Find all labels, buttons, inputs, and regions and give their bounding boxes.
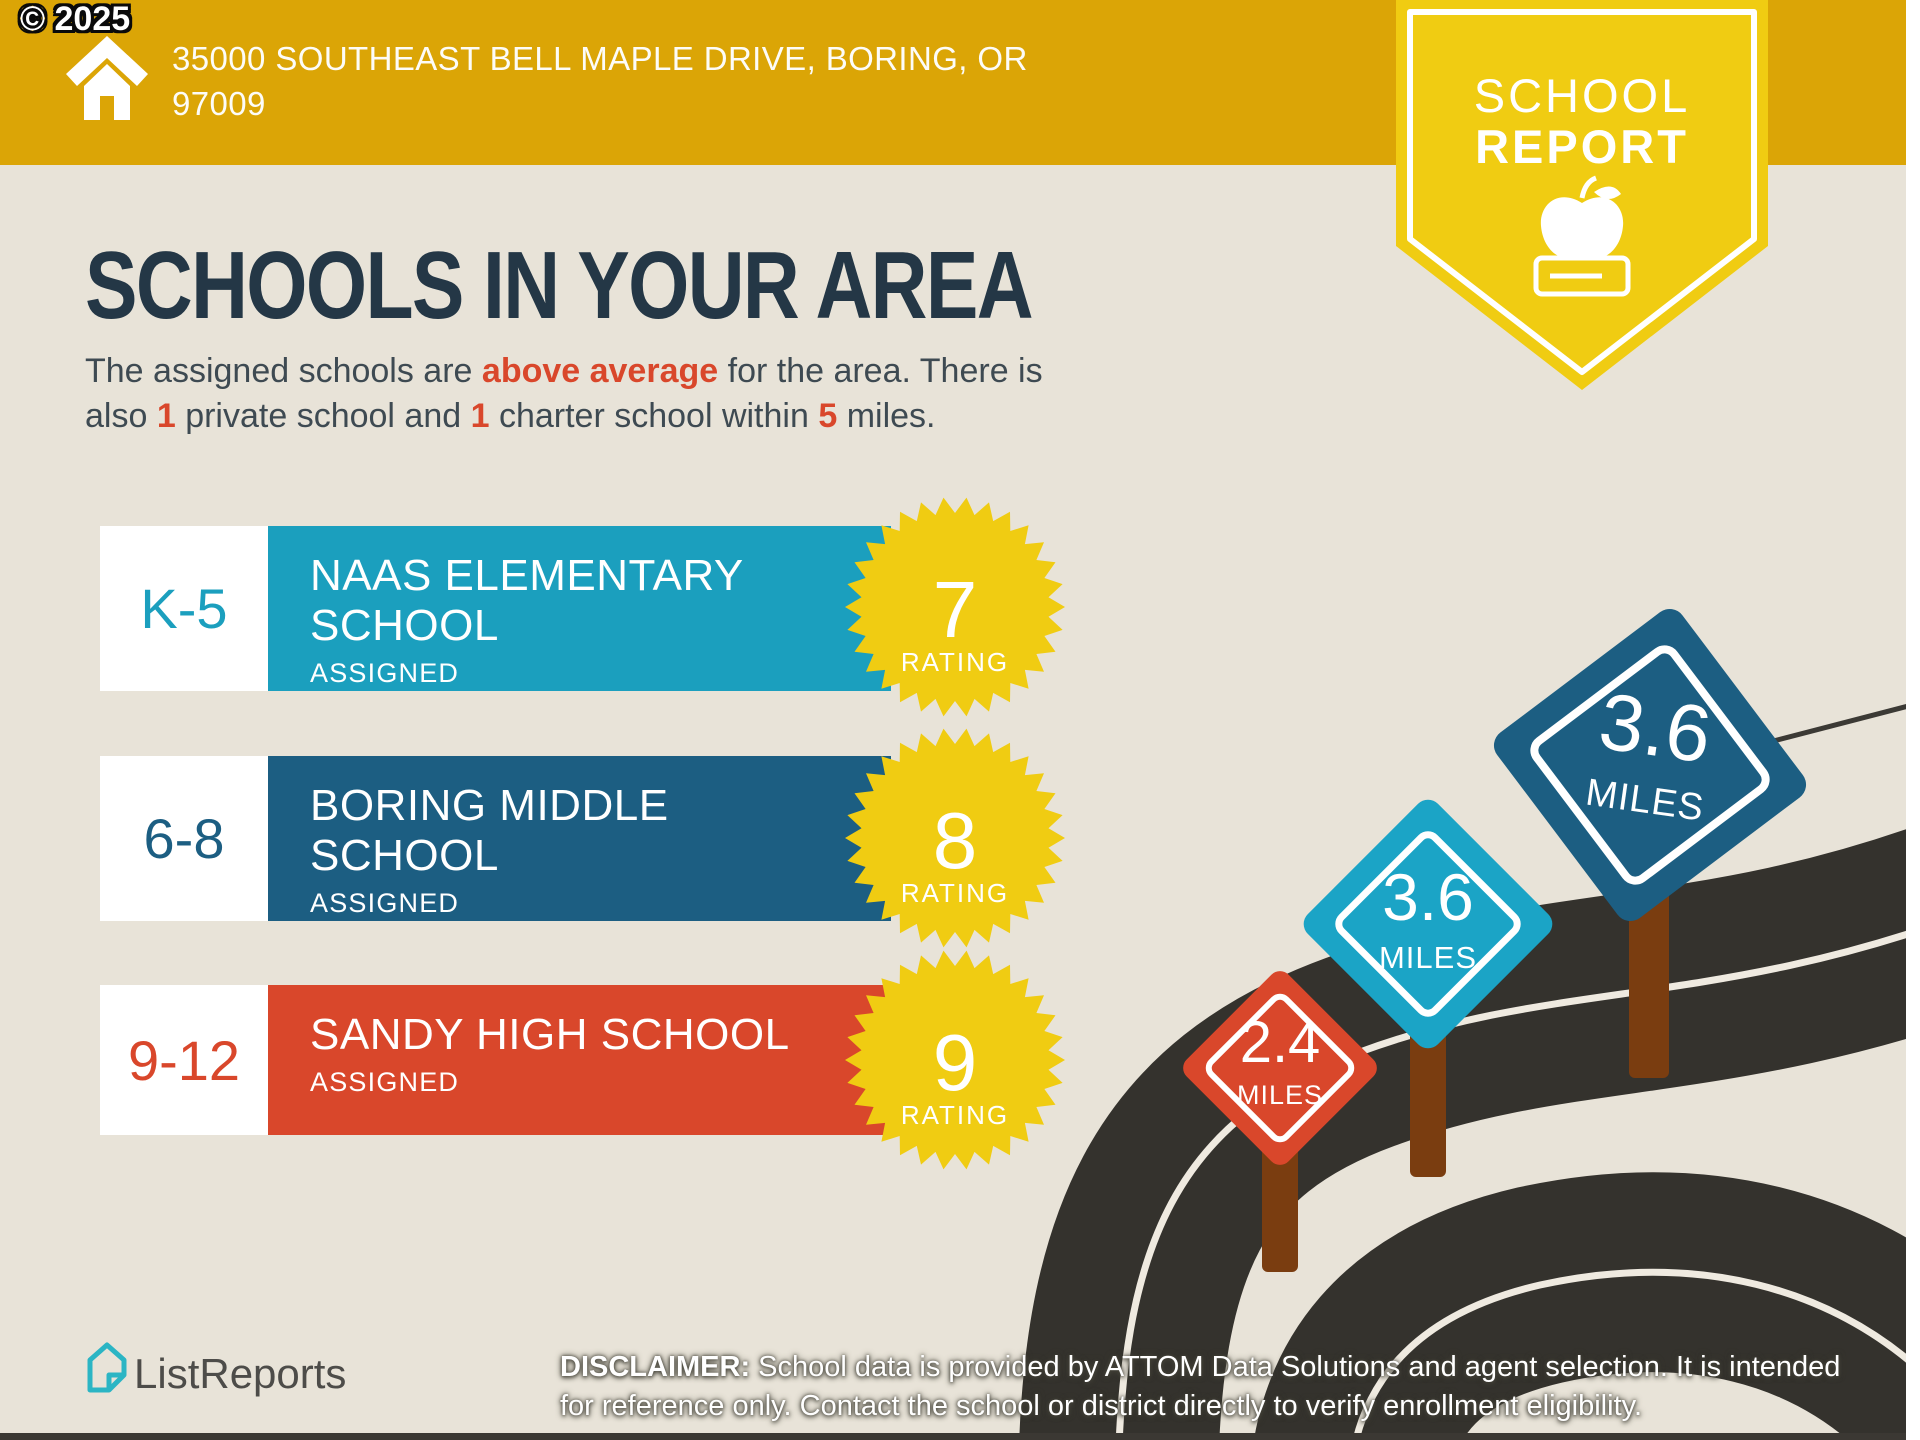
- copyright-watermark: © 2025: [20, 0, 131, 38]
- subtitle-highlight: above average: [481, 352, 719, 390]
- subtitle-text: private school and: [175, 397, 471, 435]
- sign-distance: 3.6: [1594, 676, 1717, 780]
- rating-label: RATING: [901, 878, 1009, 908]
- distance-sign-blue: 3.6 MILES: [1493, 608, 1807, 922]
- subtitle-highlight: 5: [818, 397, 838, 435]
- sign-border: [1205, 993, 1355, 1143]
- badge-inner-border: [1407, 9, 1757, 375]
- sign-unit: MILES: [1237, 1080, 1323, 1110]
- address-line1: 35000 SOUTHEAST BELL MAPLE DRIVE, BORING…: [172, 40, 1028, 77]
- rating-badge-middle: 8 RATING: [845, 728, 1065, 948]
- road-segment-2: [1254, 1172, 1920, 1440]
- starburst-shape: [845, 950, 1065, 1170]
- badge-line2: REPORT: [1475, 120, 1689, 173]
- bottom-edge-strip: [0, 1433, 1920, 1440]
- rating-value: 9: [933, 1018, 978, 1107]
- school-bar: BORING MIDDLE SCHOOL ASSIGNED: [268, 756, 891, 921]
- sign-diamond: [1303, 799, 1553, 1049]
- rating-value: 8: [933, 796, 978, 885]
- subtitle-text: miles.: [837, 397, 936, 435]
- home-icon: [66, 36, 148, 120]
- school-bar: NAAS ELEMENTARY SCHOOL ASSIGNED: [268, 526, 891, 691]
- apple-leaf: [1594, 186, 1621, 200]
- road-centerline-2: [1352, 1268, 1920, 1440]
- distance-sign-red: 2.4 MILES: [1183, 971, 1377, 1165]
- sign-diamond: [1183, 971, 1377, 1165]
- school-name: NAAS ELEMENTARY SCHOOL: [310, 551, 743, 650]
- subtitle: The assigned schools are above average f…: [85, 349, 1043, 439]
- grade-range: 6-8: [100, 756, 268, 921]
- address-line2: 97009: [172, 85, 266, 122]
- property-address: 35000 SOUTHEAST BELL MAPLE DRIVE, BORING…: [172, 36, 1028, 126]
- sign-distance: 2.4: [1240, 1010, 1321, 1075]
- school-status: ASSIGNED: [310, 888, 460, 918]
- grade-range: K-5: [100, 526, 268, 691]
- book-outline: [1533, 255, 1631, 297]
- badge-line1: SCHOOL: [1474, 69, 1691, 122]
- subtitle-text: also: [85, 397, 157, 435]
- rating-value: 7: [933, 565, 978, 654]
- school-bar: SANDY HIGH SCHOOL ASSIGNED: [268, 985, 891, 1135]
- sign-distance: 3.6: [1382, 860, 1474, 934]
- sign-border: [1530, 645, 1770, 885]
- apple-body: [1540, 197, 1624, 260]
- school-status: ASSIGNED: [310, 1067, 460, 1097]
- subtitle-text: for the area. There is: [718, 352, 1043, 390]
- school-name: BORING MIDDLE SCHOOL: [310, 781, 669, 880]
- subtitle-line1: The assigned schools are above average f…: [85, 349, 1043, 394]
- page-title: SCHOOLS IN YOUR AREA: [85, 232, 1034, 339]
- rating-label: RATING: [901, 1100, 1009, 1130]
- book-icon: [1533, 255, 1631, 297]
- starburst-shape: [845, 497, 1065, 717]
- subtitle-text: charter school within: [489, 397, 819, 435]
- starburst-shape: [845, 728, 1065, 948]
- rating-badge-elementary: 7 RATING: [845, 497, 1065, 717]
- school-report-badge: SCHOOL REPORT: [1396, 0, 1768, 390]
- right-edge-strip: [1906, 0, 1920, 1440]
- rating-label: RATING: [901, 647, 1009, 677]
- apple-stem: [1579, 175, 1598, 199]
- subtitle-highlight: 1: [470, 397, 490, 435]
- subtitle-line2: also 1 private school and 1 charter scho…: [85, 394, 1043, 439]
- grade-range: 9-12: [100, 985, 268, 1135]
- sign-diamond: [1493, 608, 1807, 922]
- road: [1019, 824, 1920, 1440]
- distance-sign-teal: 3.6 MILES: [1303, 799, 1553, 1049]
- subtitle-text: The assigned schools are: [85, 352, 482, 390]
- school-row-elementary: K-5 NAAS ELEMENTARY SCHOOL ASSIGNED: [100, 526, 891, 691]
- school-row-high: 9-12 SANDY HIGH SCHOOL ASSIGNED: [100, 985, 891, 1135]
- school-row-middle: 6-8 BORING MIDDLE SCHOOL ASSIGNED: [100, 756, 891, 921]
- subtitle-highlight: 1: [156, 397, 176, 435]
- school-status: ASSIGNED: [310, 658, 460, 688]
- sign-border: [1335, 831, 1521, 1017]
- school-name: SANDY HIGH SCHOOL: [310, 1010, 790, 1059]
- rating-badge-high: 9 RATING: [845, 950, 1065, 1170]
- apple-icon: [1540, 175, 1624, 260]
- sign-unit: MILES: [1379, 940, 1477, 975]
